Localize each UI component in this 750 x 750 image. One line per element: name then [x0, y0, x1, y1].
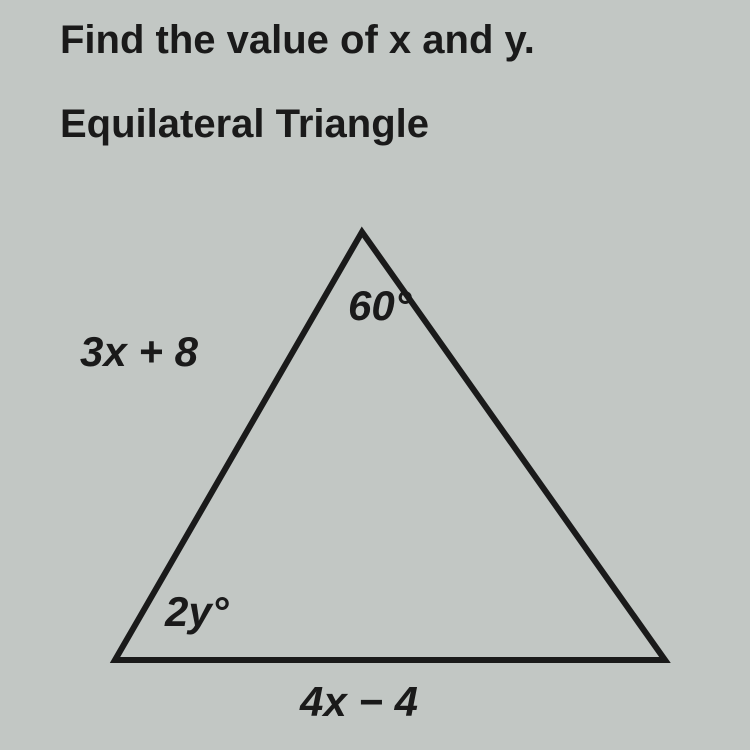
- apex-angle-label: 60°: [348, 282, 412, 330]
- bottom-side-label: 4x − 4: [300, 678, 418, 726]
- page-container: Find the value of x and y. Equilateral T…: [0, 0, 750, 750]
- triangle-diagram: 60° 3x + 8 2y° 4x − 4: [0, 0, 750, 750]
- left-angle-label: 2y°: [165, 588, 229, 636]
- left-side-label: 3x + 8: [80, 328, 198, 376]
